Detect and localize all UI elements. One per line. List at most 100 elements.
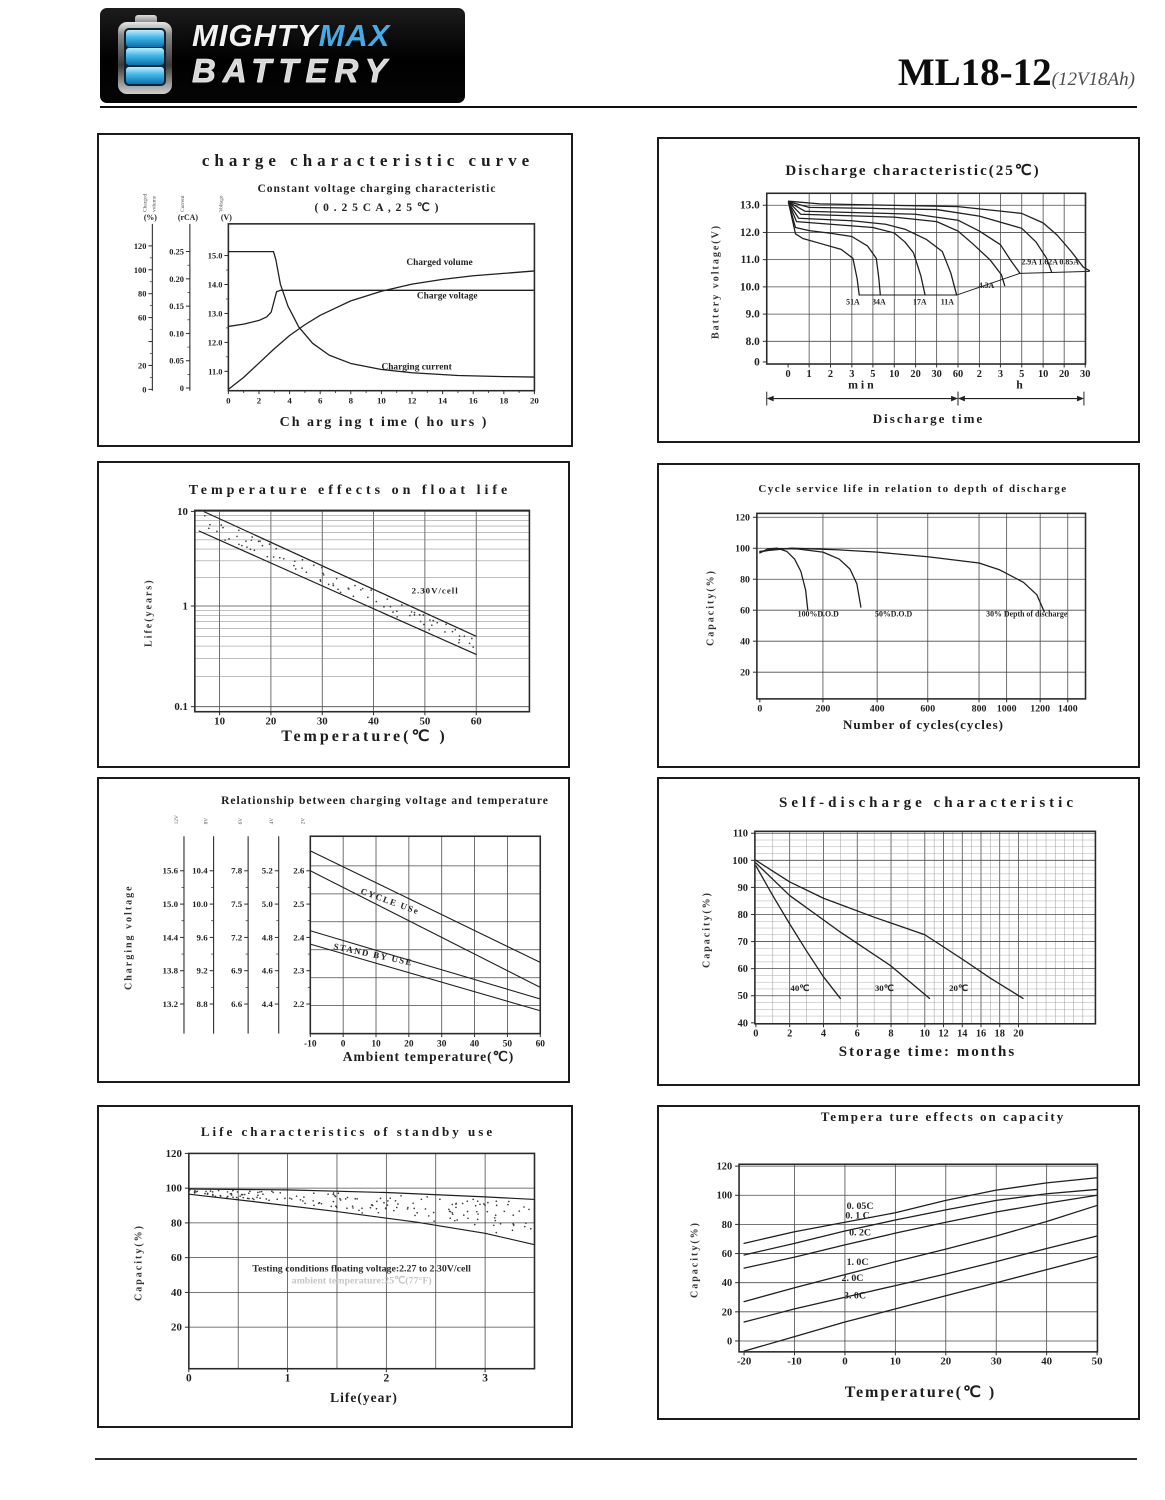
svg-text:4.6: 4.6 <box>262 966 274 976</box>
brand-logo: MIGHTYMAX BATTERY <box>100 8 465 103</box>
svg-text:8V: 8V <box>204 818 210 825</box>
svg-text:4.4: 4.4 <box>262 999 274 1009</box>
svg-text:100%D.O.D: 100%D.O.D <box>798 609 839 618</box>
footer-rule <box>95 1458 1137 1460</box>
svg-text:0.15: 0.15 <box>169 302 184 311</box>
svg-text:10: 10 <box>371 1039 381 1049</box>
svg-text:10: 10 <box>177 506 188 518</box>
model-spec: (12V18Ah) <box>1051 69 1135 90</box>
svg-text:1400: 1400 <box>1058 704 1078 715</box>
svg-text:1: 1 <box>807 369 812 380</box>
svg-text:70: 70 <box>738 937 748 948</box>
svg-text:12.0: 12.0 <box>740 227 760 239</box>
svg-text:80: 80 <box>738 910 748 921</box>
svg-text:18: 18 <box>499 396 508 406</box>
svg-text:-20: -20 <box>737 1356 752 1368</box>
svg-text:40: 40 <box>171 1287 182 1299</box>
svg-text:0.10: 0.10 <box>169 329 184 338</box>
svg-text:40: 40 <box>368 716 379 728</box>
svg-text:0: 0 <box>757 704 762 715</box>
svg-text:600: 600 <box>920 704 935 715</box>
x-axis-label: Discharge time <box>872 411 985 426</box>
chart-panel-charging-voltage-temperature: Relationship between charging voltage an… <box>97 777 570 1083</box>
svg-text:2V: 2V <box>300 818 306 825</box>
svg-text:40: 40 <box>722 1278 732 1289</box>
x-axis-label: Storage time: months <box>838 1044 1017 1060</box>
svg-text:10.4: 10.4 <box>192 866 208 876</box>
y-axis-label: Battery voltage(V) <box>710 222 722 339</box>
svg-text:10: 10 <box>214 716 225 728</box>
cycle-life-chart: 0 200 400 600 800 1000 1200 1400 120 100 80 60 40 20 1… <box>735 512 1087 715</box>
svg-text:40: 40 <box>470 1039 480 1049</box>
svg-text:30: 30 <box>991 1356 1002 1368</box>
svg-text:20: 20 <box>1013 1029 1023 1040</box>
x-axis-label: Life(year) <box>330 1390 398 1405</box>
svg-text:30: 30 <box>931 369 941 380</box>
battery-icon <box>116 15 176 96</box>
svg-text:50%D.O.D: 50%D.O.D <box>875 609 913 618</box>
svg-text:h: h <box>1016 378 1026 392</box>
svg-text:5: 5 <box>870 369 875 380</box>
svg-text:Charging current: Charging current <box>381 362 452 372</box>
svg-text:Charged: Charged <box>142 193 148 212</box>
svg-text:0: 0 <box>754 356 760 368</box>
float-life-chart: 10 20 30 40 50 60 10 1 0.1 2.30V/cell <box>174 506 531 728</box>
x-axis-label: Temperature(℃ ) <box>844 1384 997 1401</box>
chart-subtitle: Constant voltage charging characteristic <box>257 183 497 195</box>
svg-text:90: 90 <box>738 883 748 894</box>
svg-text:4: 4 <box>821 1029 826 1040</box>
svg-text:5.2: 5.2 <box>262 866 274 876</box>
svg-text:34A: 34A <box>872 298 886 307</box>
svg-text:0. 2C: 0. 2C <box>849 1227 871 1238</box>
y-axis-label: Capacity(%) <box>689 1221 701 1299</box>
svg-text:2.30V/cell: 2.30V/cell <box>412 586 459 596</box>
svg-text:13.8: 13.8 <box>163 966 179 976</box>
svg-text:51A: 51A <box>846 298 860 307</box>
header-rule <box>100 106 1137 108</box>
svg-text:11.0: 11.0 <box>208 367 222 376</box>
svg-text:7.8: 7.8 <box>231 866 243 876</box>
svg-text:10: 10 <box>1038 369 1048 380</box>
svg-text:2.2: 2.2 <box>293 999 305 1009</box>
svg-text:6.9: 6.9 <box>231 966 243 976</box>
model-number: ML18-12 <box>897 51 1052 94</box>
svg-text:7.5: 7.5 <box>231 899 243 909</box>
svg-text:4.3A: 4.3A <box>979 281 995 290</box>
chart-title: Cycle service life in relation to depth … <box>758 483 1068 495</box>
svg-text:50: 50 <box>419 716 430 728</box>
svg-text:80: 80 <box>722 1220 732 1231</box>
brand-battery: BATTERY <box>192 52 394 90</box>
svg-text:2: 2 <box>977 369 982 380</box>
svg-text:1000: 1000 <box>997 704 1017 715</box>
svg-text:(%): (%) <box>144 213 157 222</box>
svg-text:14.0: 14.0 <box>208 280 223 289</box>
svg-text:80: 80 <box>171 1217 182 1229</box>
svg-text:40℃: 40℃ <box>790 983 809 993</box>
svg-text:4.8: 4.8 <box>262 932 274 942</box>
svg-text:2: 2 <box>257 396 262 406</box>
svg-text:40: 40 <box>1041 1356 1052 1368</box>
svg-text:11A: 11A <box>941 298 954 307</box>
self-discharge-chart: 0 2 4 6 8 10 12 14 16 18 20 110 100 90 80 70 60 50 40 40℃ 30… <box>732 829 1097 1040</box>
svg-text:8: 8 <box>888 1029 893 1040</box>
chart-title: Self-discharge characteristic <box>778 795 1078 811</box>
standby-life-chart: 0 1 2 3 120 100 80 60 40 20 Testing conditions flo… <box>166 1148 536 1385</box>
svg-text:(rCA): (rCA) <box>178 213 198 222</box>
chart-panel-standby-life: Life characteristics of standby use 0 1 2 3… <box>97 1105 573 1428</box>
svg-text:13.0: 13.0 <box>208 309 223 318</box>
svg-text:4V: 4V <box>269 818 275 825</box>
brand-mighty: MIGHTY <box>192 18 319 53</box>
svg-text:14.4: 14.4 <box>163 932 179 942</box>
battery-cap-icon <box>135 15 157 24</box>
charging-voltage-temperature-chart: -10 0 10 20 30 40 50 60 15.6 15.0 14.4 13.8 13.2 12V 1… <box>163 815 546 1049</box>
brand-wordmark: MIGHTYMAX <box>192 18 390 54</box>
svg-text:20: 20 <box>910 369 920 380</box>
svg-text:2: 2 <box>384 1373 390 1385</box>
svg-text:80: 80 <box>138 290 146 299</box>
svg-text:2: 2 <box>828 369 833 380</box>
svg-text:7.2: 7.2 <box>231 932 243 942</box>
chart-panel-temperature-capacity: Tempera ture effects on capacity -20 -10 0… <box>657 1105 1140 1420</box>
svg-text:60: 60 <box>722 1249 732 1260</box>
chart-subtitle: ( 0 . 2 5 C A , 2 5 ℃ ) <box>314 202 440 214</box>
svg-text:10: 10 <box>377 396 386 406</box>
